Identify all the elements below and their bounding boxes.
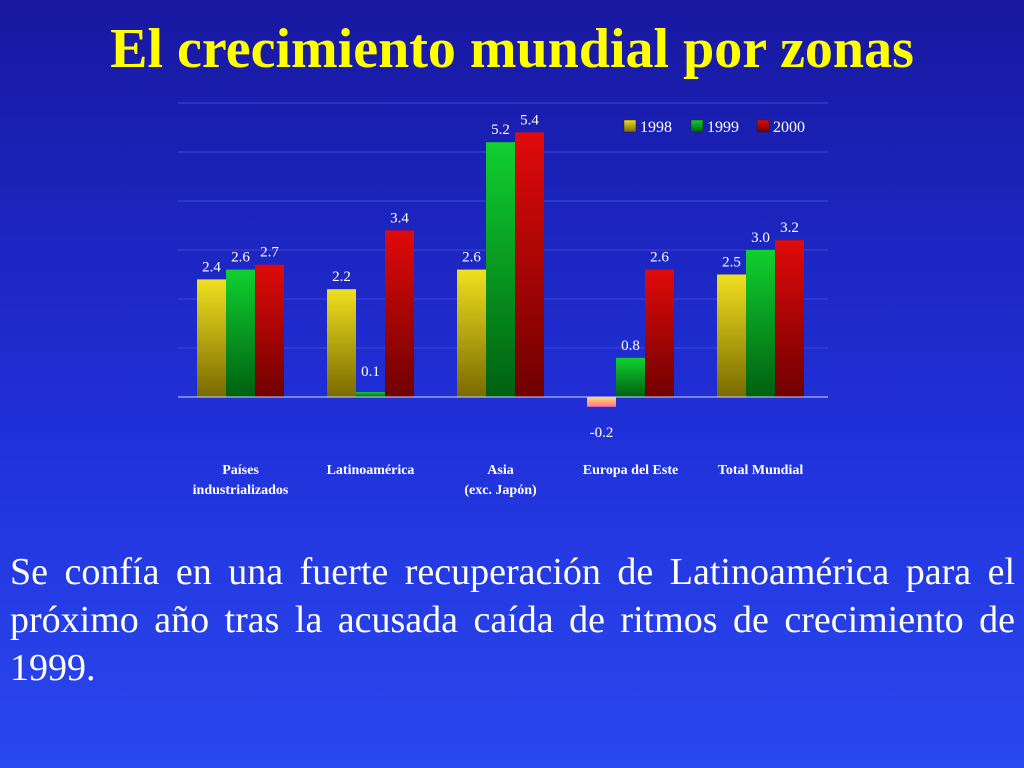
data-label: 5.2: [491, 122, 510, 138]
bars: [197, 132, 804, 407]
category-label: Europa del Este: [583, 463, 678, 478]
bar-1998-3: [587, 397, 616, 407]
bar-1998-4: [717, 274, 746, 397]
data-label: 2.6: [231, 250, 250, 266]
bar-1999-1: [356, 392, 385, 397]
bar-1999-4: [746, 250, 775, 397]
category-label: Total Mundial: [718, 463, 804, 478]
data-label: 0.8: [621, 338, 640, 354]
category-label: Latinoamérica: [327, 463, 415, 478]
slide-body-text: Se confía en una fuerte recuperación de …: [10, 551, 1015, 689]
category-label: (exc. Japón): [464, 483, 537, 498]
data-label: 2.7: [260, 245, 279, 261]
data-label: 2.6: [650, 250, 669, 266]
data-label: 2.2: [332, 269, 351, 285]
bar-1998-2: [457, 269, 486, 397]
bar-1998-1: [327, 289, 356, 397]
bar-chart: 2.4 2.2 2.6 -0.2 2.5 2.6 0.1 5.2 0.8 3.0 2.7 3.4 5.4…: [178, 102, 828, 498]
bar-1999-2: [486, 142, 515, 397]
category-label: industrializados: [193, 483, 289, 498]
data-label: 3.2: [780, 220, 799, 236]
data-labels: 2.4 2.2 2.6 -0.2 2.5 2.6 0.1 5.2 0.8 3.0 2.7 3.4 5.4…: [202, 112, 799, 441]
data-label: 3.0: [751, 230, 770, 246]
category-label: Asia: [487, 463, 513, 478]
bar-2000-1: [385, 230, 414, 397]
bar-1998-0: [197, 279, 226, 397]
data-label: -0.2: [590, 425, 614, 441]
bar-2000-4: [775, 240, 804, 397]
data-label: 2.6: [462, 250, 481, 266]
bar-2000-2: [515, 132, 544, 397]
legend-swatch-2000: [756, 119, 770, 133]
bar-2000-3: [645, 269, 674, 397]
bar-2000-0: [255, 264, 284, 397]
legend-swatch-1998: [623, 119, 637, 133]
slide-title: El crecimiento mundial por zonas: [110, 18, 914, 80]
data-label: 2.4: [202, 259, 221, 275]
legend-swatch-1999: [690, 119, 704, 133]
chart-legend: 1998 1999 2000: [623, 119, 805, 136]
data-label: 2.5: [722, 255, 741, 271]
data-label: 3.4: [390, 210, 409, 226]
category-label: Países: [222, 463, 259, 478]
data-label: 0.1: [361, 364, 380, 380]
bar-1999-0: [226, 269, 255, 397]
legend-label-1998: 1998: [640, 119, 672, 136]
category-labels: Países industrializados Latinoamérica Asia (…: [193, 463, 804, 498]
legend-label-1999: 1999: [707, 119, 739, 136]
legend-label-2000: 2000: [773, 119, 805, 136]
data-label: 5.4: [520, 112, 539, 128]
bar-1999-3: [616, 357, 645, 397]
